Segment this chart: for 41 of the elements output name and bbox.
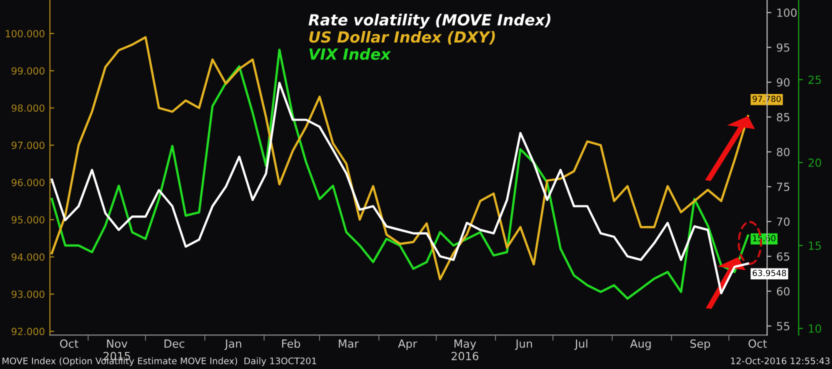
y2-tick-label: 70	[777, 217, 790, 226]
x-tick-label: Oct	[748, 339, 767, 348]
y-tick-label: 96.000	[12, 178, 44, 186]
y2-tick-label: 80	[776, 148, 790, 156]
y3-tick-label: 15	[808, 242, 821, 250]
x-tick-label: Oct	[60, 339, 78, 348]
y3-tick-label: 20	[808, 158, 822, 167]
x-tick-label: Jul	[574, 339, 588, 350]
text: Rate volatility (MOVE Index)	[308, 14, 550, 29]
y-tick-label: 100.000	[6, 30, 44, 38]
x-tick-label: Jun	[514, 340, 532, 350]
x-tick-label: Mar	[338, 340, 359, 348]
x-tick-label: Apr	[398, 340, 418, 350]
y-tick-label: 94.000	[12, 253, 44, 261]
y3-tick-label: 25	[808, 76, 821, 84]
y-tick-label: 92.000	[12, 328, 44, 336]
y-tick-label: 98.000	[12, 104, 44, 112]
y2-tick-label: 90	[776, 78, 790, 87]
x-tick-label: Aug	[630, 340, 651, 350]
y-tick-label: 93.000	[12, 290, 44, 298]
y2-tick-label: 65	[776, 252, 790, 261]
y-tick-label: 99.000	[12, 67, 44, 75]
y-tick-label: 97.000	[12, 142, 44, 150]
data-label: 63.9548	[752, 270, 786, 276]
line-series	[50, 82, 750, 294]
y-tick-label: 95.000	[12, 216, 44, 224]
x-tick-label: Dec	[164, 340, 184, 348]
series-label: VIX Index	[309, 48, 391, 60]
y2-tick-label: 95	[776, 43, 790, 52]
text: US Dollar Index (DXY)	[309, 30, 495, 45]
y2-tick-label: 75	[777, 182, 790, 192]
x-tick-label: May 2016	[452, 340, 478, 360]
y2-tick-label: 100	[777, 8, 797, 17]
y2-tick-label: 60	[776, 287, 790, 296]
x-tick-label: Jan	[224, 340, 242, 350]
y2-tick-label: 85	[776, 113, 790, 122]
x-tick-label: Sep	[690, 339, 710, 350]
x-tick-label: Feb	[282, 339, 300, 348]
y2-tick-label: 55	[776, 322, 790, 330]
text: 12-Oct-2016 12:55:43	[731, 357, 830, 364]
y3-tick-label: 10	[808, 324, 822, 333]
